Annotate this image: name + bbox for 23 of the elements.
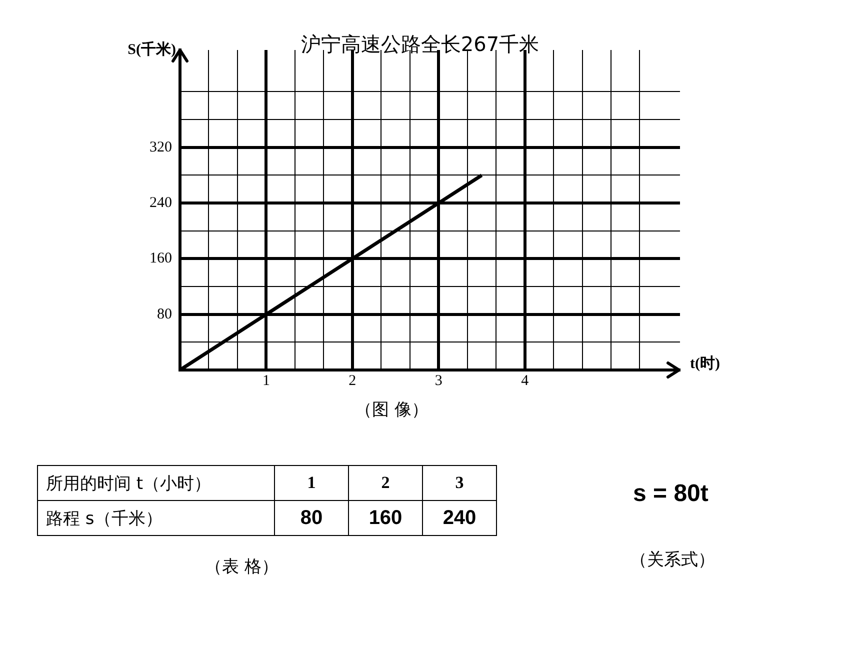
chart-title: 沪宁高速公路全长267千米 <box>300 32 540 56</box>
text: 80 <box>274 500 348 536</box>
text: 1 <box>274 466 348 500</box>
x-tick-label: 3 <box>434 372 442 389</box>
y-tick-label: 320 <box>150 139 172 156</box>
text: （表 格） <box>205 556 278 578</box>
x-tick-label: 2 <box>348 372 356 389</box>
text: 3 <box>422 466 496 500</box>
x-axis-title: t(时) <box>690 354 720 372</box>
text: （图 像） <box>355 399 428 421</box>
text: 240 <box>422 500 496 536</box>
text: s = 80t <box>633 480 708 508</box>
y-tick-label: 160 <box>150 250 172 267</box>
y-tick-label: 240 <box>150 194 172 211</box>
x-tick-label: 1 <box>262 372 270 389</box>
text: 所用的时间 t（小时） <box>38 466 274 500</box>
text: （关系式） <box>630 549 715 571</box>
y-tick-label: 80 <box>157 306 172 322</box>
x-tick-label: 4 <box>521 372 530 389</box>
text: 路程 s（千米） <box>38 500 274 536</box>
text: 2 <box>348 466 422 500</box>
y-axis-title: S(千米) <box>128 40 176 58</box>
text: 160 <box>348 500 422 536</box>
